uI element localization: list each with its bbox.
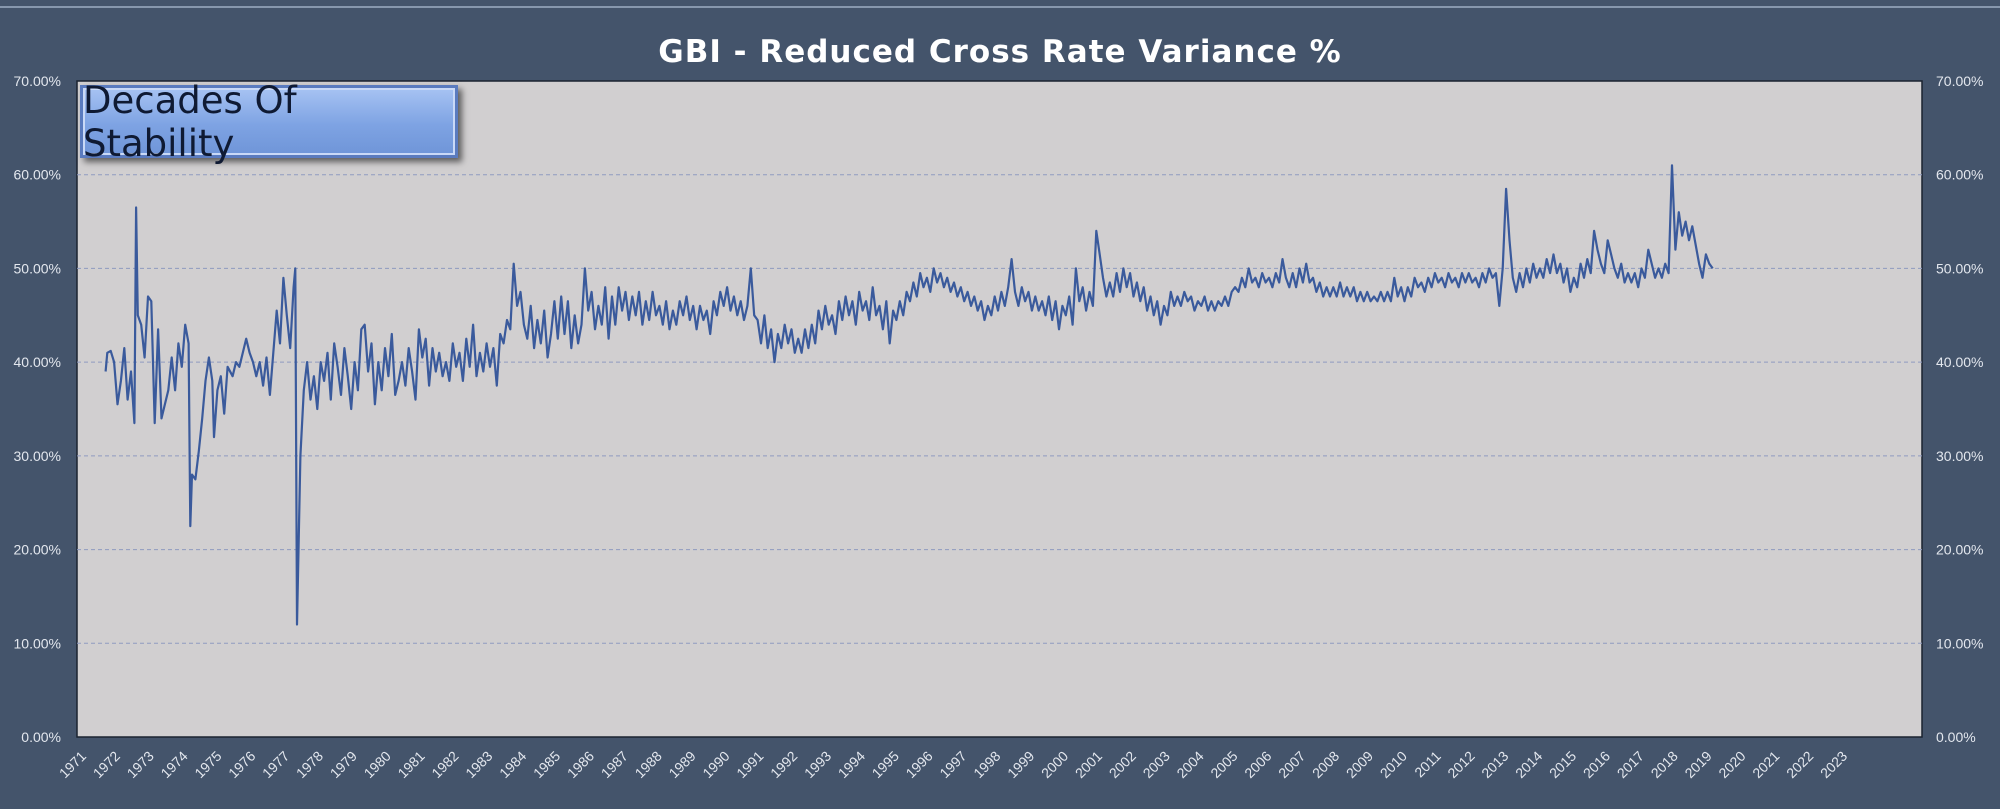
x-tick-label: 1971 <box>56 748 89 781</box>
x-tick-label: 2020 <box>1715 748 1748 781</box>
x-tick-label: 1985 <box>530 748 563 781</box>
y-axis-right: 0.00% 10.00% 20.00% 30.00% 40.00% 50.00% 60.00… <box>1936 73 1983 745</box>
x-tick-label: 1992 <box>767 748 800 781</box>
x-tick-label: 1982 <box>428 748 461 781</box>
x-axis: 1971 1972 1973 1974 1975 1976 1977 1978 1979 1980… <box>56 748 1851 781</box>
y-tick-label-left: 40.00% <box>14 354 61 370</box>
x-tick-label: 2004 <box>1173 748 1206 781</box>
x-tick-label: 1974 <box>157 748 190 781</box>
y-tick-label-right: 30.00% <box>1936 448 1983 464</box>
y-tick-label-right: 50.00% <box>1936 260 1983 276</box>
x-tick-label: 1973 <box>124 748 157 781</box>
x-tick-label: 2001 <box>1072 748 1105 781</box>
y-tick-label-left: 10.00% <box>14 635 61 651</box>
x-tick-label: 1995 <box>869 748 902 781</box>
x-tick-label: 1977 <box>259 748 292 781</box>
x-tick-label: 1975 <box>191 748 224 781</box>
y-tick-label-right: 0.00% <box>1936 729 1976 745</box>
x-tick-label: 1990 <box>699 748 732 781</box>
x-tick-label: 1980 <box>361 748 394 781</box>
x-tick-label: 2007 <box>1275 748 1308 781</box>
x-tick-label: 1999 <box>1004 748 1037 781</box>
y-tick-label-right: 70.00% <box>1936 73 1983 89</box>
x-tick-label: 1978 <box>293 748 326 781</box>
x-tick-label: 2017 <box>1614 748 1647 781</box>
x-tick-label: 2006 <box>1241 748 1274 781</box>
y-tick-label-right: 40.00% <box>1936 354 1983 370</box>
x-tick-label: 1994 <box>835 748 868 781</box>
y-tick-label-right: 10.00% <box>1936 635 1983 651</box>
x-tick-label: 1979 <box>327 748 360 781</box>
x-tick-label: 1976 <box>225 748 258 781</box>
x-tick-label: 2009 <box>1343 748 1376 781</box>
y-tick-label-left: 60.00% <box>14 167 61 183</box>
x-tick-label: 2002 <box>1106 748 1139 781</box>
annotation-box: Decades Of Stability <box>80 79 458 165</box>
x-tick-label: 2005 <box>1207 748 1240 781</box>
x-tick-label: 1986 <box>564 748 597 781</box>
x-tick-label: 1996 <box>902 748 935 781</box>
annotation-label: Decades Of Stability <box>83 78 297 165</box>
y-tick-label-right: 60.00% <box>1936 167 1983 183</box>
y-tick-label-left: 70.00% <box>14 73 61 89</box>
x-tick-label: 2019 <box>1681 748 1714 781</box>
x-tick-label: 2018 <box>1648 748 1681 781</box>
x-tick-label: 2012 <box>1444 748 1477 781</box>
plot-area <box>76 80 1923 738</box>
chart-title: GBI - Reduced Cross Rate Variance % <box>658 34 1342 70</box>
x-tick-label: 1998 <box>970 748 1003 781</box>
y-tick-label-left: 0.00% <box>21 729 61 745</box>
x-tick-label: 2016 <box>1580 748 1613 781</box>
y-tick-label-left: 30.00% <box>14 448 61 464</box>
x-tick-label: 2023 <box>1817 748 1850 781</box>
x-tick-label: 2011 <box>1411 748 1444 781</box>
series-line <box>104 164 1714 626</box>
y-tick-label-left: 20.00% <box>14 542 61 558</box>
y-tick-label-right: 20.00% <box>1936 542 1983 558</box>
x-tick-label: 1972 <box>90 748 123 781</box>
x-tick-label: 1989 <box>665 748 698 781</box>
top-rule <box>0 6 2000 8</box>
x-tick-label: 2008 <box>1309 748 1342 781</box>
x-tick-label: 2003 <box>1140 748 1173 781</box>
x-tick-label: 1988 <box>632 748 665 781</box>
x-tick-label: 1983 <box>462 748 495 781</box>
x-tick-label: 1984 <box>496 748 529 781</box>
x-tick-label: 2010 <box>1377 748 1410 781</box>
x-tick-label: 1993 <box>801 748 834 781</box>
x-tick-label: 1987 <box>598 748 631 781</box>
y-axis-left: 0.00% 10.00% 20.00% 30.00% 40.00% 50.00% 60.00… <box>14 73 61 745</box>
x-tick-label: 2014 <box>1512 748 1545 781</box>
x-tick-label: 2022 <box>1783 748 1816 781</box>
x-tick-label: 2015 <box>1546 748 1579 781</box>
x-tick-label: 1997 <box>936 748 969 781</box>
x-tick-label: 1981 <box>394 748 427 781</box>
x-tick-label: 2000 <box>1038 748 1071 781</box>
x-tick-label: 2013 <box>1478 748 1511 781</box>
y-tick-label-left: 50.00% <box>14 260 61 276</box>
x-tick-label: 2021 <box>1749 748 1782 781</box>
x-tick-label: 1991 <box>733 748 766 781</box>
